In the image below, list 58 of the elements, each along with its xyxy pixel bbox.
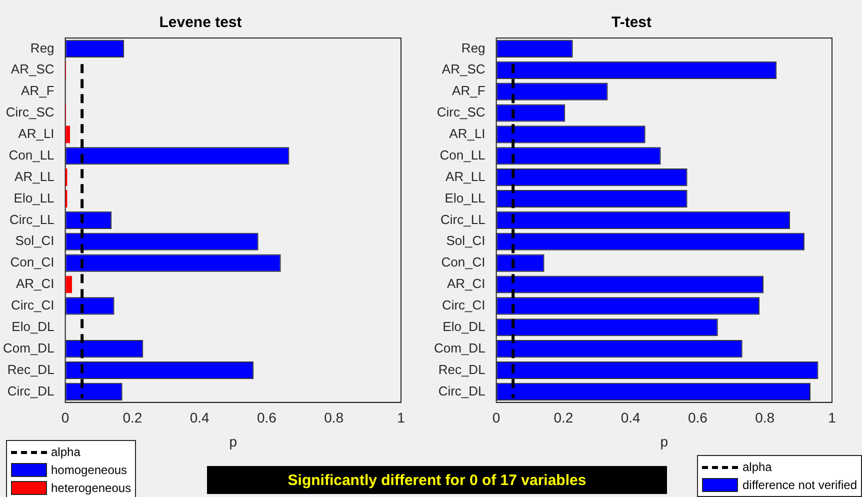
y-tick-label: Com_DL: [434, 340, 486, 356]
x-tick-label: 0.6: [688, 410, 708, 426]
y-tick-label: Elo_LL: [14, 190, 54, 206]
x-tick-label: 0.4: [620, 410, 641, 426]
y-tick-label: Circ_DL: [438, 383, 486, 398]
x-tick-label: 0.4: [190, 410, 210, 426]
y-tick-label: Circ_LL: [440, 212, 486, 227]
y-tick-label: AR_F: [452, 83, 486, 98]
legend-label: heterogeneous: [51, 481, 132, 495]
y-tick-label: Circ_DL: [7, 383, 54, 398]
y-tick-label: AR_CI: [16, 276, 54, 292]
y-tick-label: AR_F: [21, 83, 54, 98]
y-tick-label: Elo_LL: [444, 190, 486, 206]
y-tick-label: Rec_DL: [7, 362, 54, 377]
x-tick-label: 0.6: [256, 410, 277, 426]
y-tick-label: Circ_CI: [10, 298, 54, 313]
y-tick-label: AR_SC: [442, 62, 486, 77]
legend-label: alpha: [742, 460, 772, 474]
y-tick-label: Con_LL: [8, 147, 54, 162]
legend-label: homogeneous: [51, 463, 128, 477]
y-tick-label: Circ_CI: [442, 298, 486, 313]
y-tick-label: AR_CI: [447, 276, 486, 292]
bar: [65, 276, 72, 294]
y-tick-label: Sol_CI: [15, 233, 54, 248]
x-tick-label: 0.8: [755, 410, 775, 426]
chart-title: Levene test: [159, 14, 242, 32]
y-tick-label: Con_CI: [441, 254, 486, 270]
y-tick-label: Circ_LL: [10, 212, 54, 227]
y-tick-label: Reg: [30, 40, 54, 56]
y-tick-label: AR_LI: [18, 126, 54, 142]
y-tick-label: AR_SC: [10, 62, 54, 77]
y-tick-label: Elo_DL: [442, 318, 486, 334]
legend-label: difference not verified: [742, 478, 857, 492]
y-tick-label: Con_CI: [10, 254, 54, 270]
y-tick-label: AR_LI: [449, 126, 486, 142]
legend-label: alpha: [51, 445, 80, 459]
y-tick-label: Circ_SC: [436, 104, 486, 120]
bar: [65, 126, 70, 144]
y-tick-label: AR_LL: [446, 168, 486, 184]
chart-title: T-test: [611, 14, 652, 32]
y-tick-label: Rec_DL: [438, 362, 486, 377]
x-tick-label: 1: [828, 410, 836, 426]
x-tick-label: 1: [397, 410, 406, 426]
text: Significantly different for 0 of 17 variables: [288, 472, 586, 488]
x-axis-title: p: [660, 433, 668, 450]
y-tick-label: Com_DL: [3, 340, 54, 356]
y-tick-label: Reg: [461, 40, 486, 56]
x-tick-label: 0: [492, 410, 500, 426]
y-tick-label: Sol_CI: [446, 233, 486, 248]
x-tick-label: 0.2: [122, 410, 142, 426]
x-tick-label: 0.8: [324, 410, 344, 426]
y-tick-label: AR_LL: [14, 168, 54, 184]
x-tick-label: 0.2: [554, 410, 574, 426]
y-tick-label: Circ_SC: [6, 104, 54, 120]
y-tick-label: Elo_DL: [12, 318, 54, 334]
y-tick-label: Con_LL: [440, 147, 486, 162]
x-tick-label: 0: [61, 410, 70, 426]
x-axis-title: p: [229, 433, 238, 450]
